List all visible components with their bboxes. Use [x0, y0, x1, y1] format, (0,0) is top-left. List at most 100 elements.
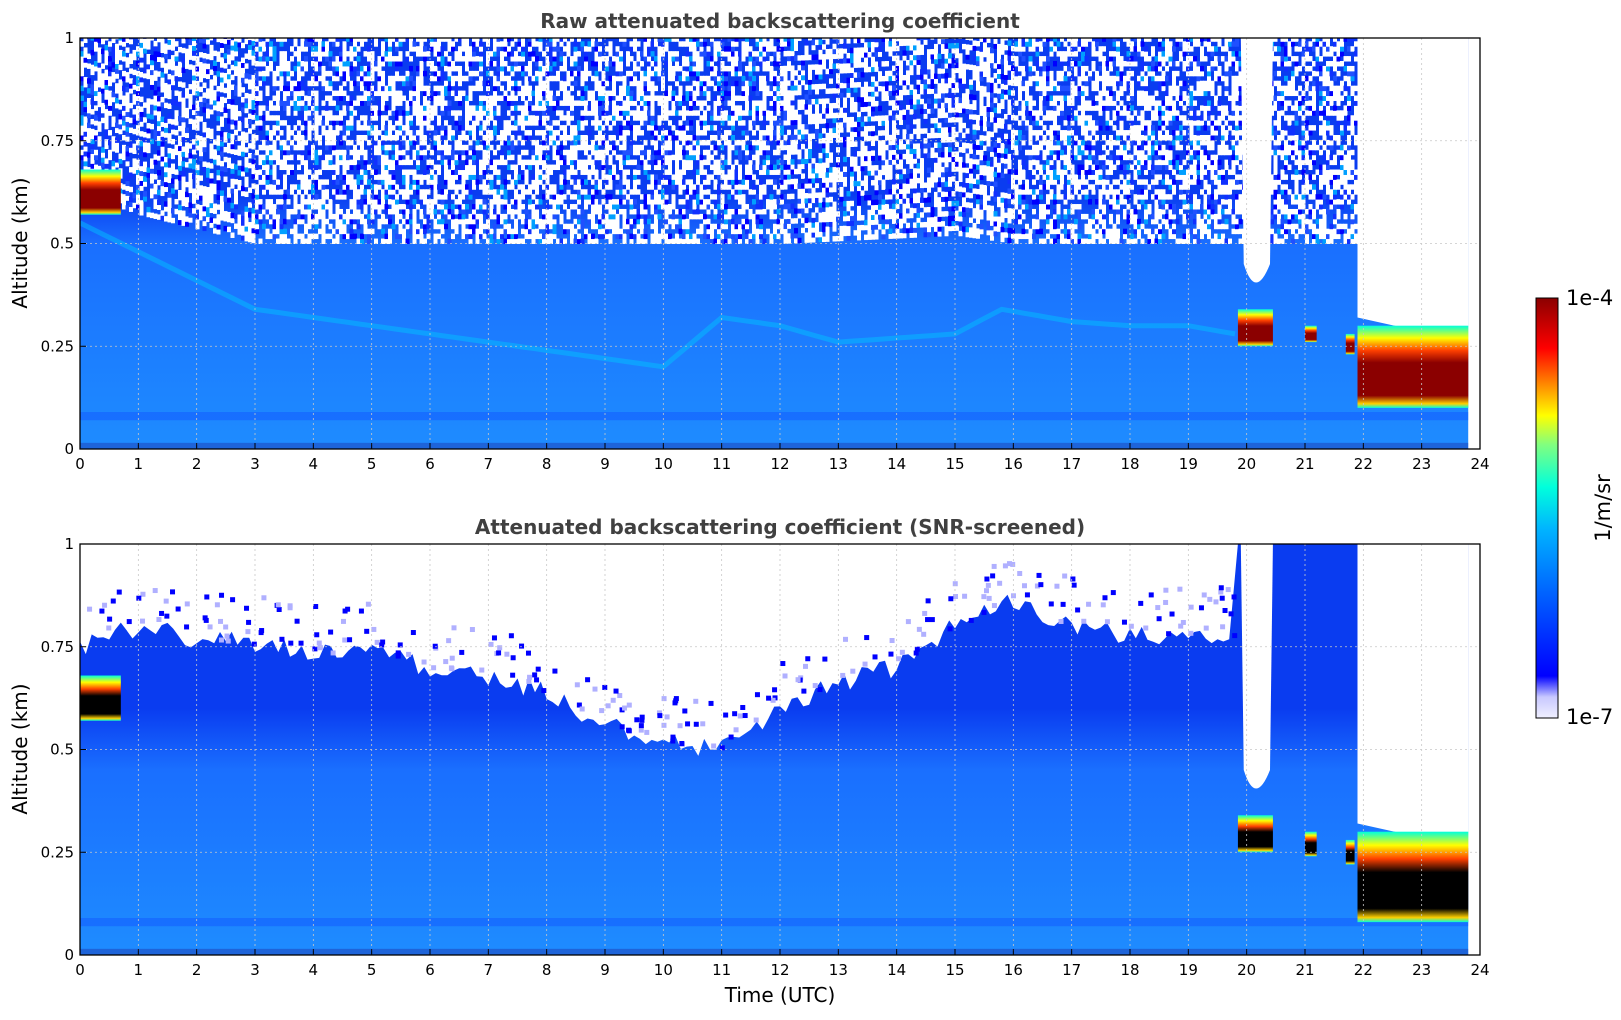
x-tick-label: 23 [1412, 961, 1431, 979]
colorbar: 1e-4 1e-7 1/m/sr [1535, 286, 1615, 729]
x-tick-label: 12 [770, 455, 789, 473]
colorbar-gradient [1535, 297, 1559, 719]
x-tick-label: 17 [1062, 961, 1081, 979]
cloud-patch [1357, 325, 1469, 408]
x-tick-label: 22 [1354, 455, 1373, 473]
boundary-layer-band [80, 220, 1236, 370]
x-tick-label: 0 [75, 961, 85, 979]
x-tick-label: 24 [1470, 961, 1489, 979]
screened-heatmap [80, 544, 1480, 955]
x-tick-label: 23 [1412, 455, 1431, 473]
raw-backscatter-panel: Raw attenuated backscattering coefficien… [8, 9, 1490, 473]
x-tick-label: 20 [1237, 961, 1256, 979]
cloud-patch [80, 675, 121, 721]
x-tick-label: 19 [1179, 961, 1198, 979]
y-axis-label: Altitude (km) [8, 683, 32, 814]
x-tick-label: 14 [887, 455, 906, 473]
surface-stripe [80, 948, 1469, 955]
x-tick-label: 7 [484, 961, 494, 979]
x-tick-label: 0 [75, 455, 85, 473]
panel-title: Attenuated backscattering coefficient (S… [475, 515, 1085, 539]
x-tick-label: 19 [1179, 455, 1198, 473]
x-tick-label: 10 [654, 455, 673, 473]
x-tick-label: 3 [250, 961, 260, 979]
cloud-patch [1237, 815, 1273, 853]
x-tick-label: 8 [542, 455, 552, 473]
x-tick-label: 13 [829, 455, 848, 473]
x-tick-label: 9 [600, 455, 610, 473]
x-tick-label: 13 [829, 961, 848, 979]
x-tick-label: 4 [309, 961, 319, 979]
colorbar-min-label: 1e-7 [1566, 705, 1613, 729]
x-tick-label: 16 [1004, 961, 1023, 979]
x-tick-label: 16 [1004, 455, 1023, 473]
x-tick-label: 12 [770, 961, 789, 979]
x-tick-label: 14 [887, 961, 906, 979]
cloud-patch [1305, 325, 1317, 343]
cloud-layers [80, 169, 1469, 408]
surface-stripe [80, 918, 1469, 927]
cloud-layers [80, 675, 1469, 923]
x-tick-label: 2 [192, 961, 202, 979]
snr-screened-panel: Attenuated backscattering coefficient (S… [8, 515, 1490, 1007]
x-tick-label: 22 [1354, 961, 1373, 979]
surface-stripe [80, 412, 1469, 421]
x-tick-label: 15 [945, 455, 964, 473]
x-tick-label: 10 [654, 961, 673, 979]
raw-heatmap [80, 38, 1480, 449]
cloud-patch [1237, 309, 1273, 347]
x-tick-label: 1 [134, 961, 144, 979]
x-tick-label: 17 [1062, 455, 1081, 473]
clear-gap [1240, 544, 1480, 955]
grid-lines [80, 544, 1480, 955]
x-tick-label: 11 [712, 961, 731, 979]
noise-speckle [80, 38, 1365, 244]
x-tick-label: 11 [712, 455, 731, 473]
cloud-patch [1345, 333, 1355, 355]
x-tick-label: 1 [134, 455, 144, 473]
y-axis-label: Altitude (km) [8, 177, 32, 308]
cloud-patch [80, 169, 121, 215]
x-axis-ticks: 0 1 2 3 4 5 6 7 8 9 10 11 12 13 14 15 16 17 18 19 20 21 22 23 24 [75, 949, 1490, 979]
cloud-patch [1305, 831, 1317, 857]
cloud-patch [1357, 831, 1469, 923]
y-axis-ticks: 0 0.25 0.5 0.75 1 [41, 29, 86, 458]
y-tick-label: 1 [64, 535, 74, 553]
y-tick-label: 0.5 [50, 741, 74, 759]
y-tick-label: 0.5 [50, 235, 74, 253]
y-axis-ticks: 0 0.25 0.5 0.75 1 [41, 535, 86, 964]
x-tick-label: 6 [425, 455, 435, 473]
x-tick-label: 5 [367, 961, 377, 979]
x-tick-label: 8 [542, 961, 552, 979]
x-axis-ticks: 0 1 2 3 4 5 6 7 8 9 10 11 12 13 14 15 16 17 18 19 20 21 22 23 24 [75, 443, 1490, 473]
clear-gap [1240, 38, 1480, 449]
x-tick-label: 18 [1120, 961, 1139, 979]
surface-stripe [80, 442, 1469, 449]
x-tick-label: 7 [484, 455, 494, 473]
x-tick-label: 24 [1470, 455, 1489, 473]
x-tick-label: 21 [1295, 961, 1314, 979]
colorbar-unit-label: 1/m/sr [1591, 474, 1615, 542]
sparse-signal [87, 561, 1238, 751]
y-tick-label: 0.25 [41, 337, 74, 355]
x-tick-label: 6 [425, 961, 435, 979]
x-tick-label: 4 [309, 455, 319, 473]
x-tick-label: 2 [192, 455, 202, 473]
x-axis-label: Time (UTC) [724, 983, 836, 1007]
y-tick-label: 0.75 [41, 132, 74, 150]
x-tick-label: 5 [367, 455, 377, 473]
x-tick-label: 3 [250, 455, 260, 473]
x-tick-label: 9 [600, 961, 610, 979]
x-tick-label: 20 [1237, 455, 1256, 473]
y-tick-label: 0.25 [41, 843, 74, 861]
colorbar-max-label: 1e-4 [1566, 286, 1613, 310]
grid-lines [80, 38, 1480, 449]
x-tick-label: 18 [1120, 455, 1139, 473]
x-tick-label: 15 [945, 961, 964, 979]
y-tick-label: 0.75 [41, 638, 74, 656]
y-tick-label: 1 [64, 29, 74, 47]
panel-title: Raw attenuated backscattering coefficien… [540, 9, 1020, 33]
y-tick-label: 0 [64, 946, 74, 964]
x-tick-label: 21 [1295, 455, 1314, 473]
